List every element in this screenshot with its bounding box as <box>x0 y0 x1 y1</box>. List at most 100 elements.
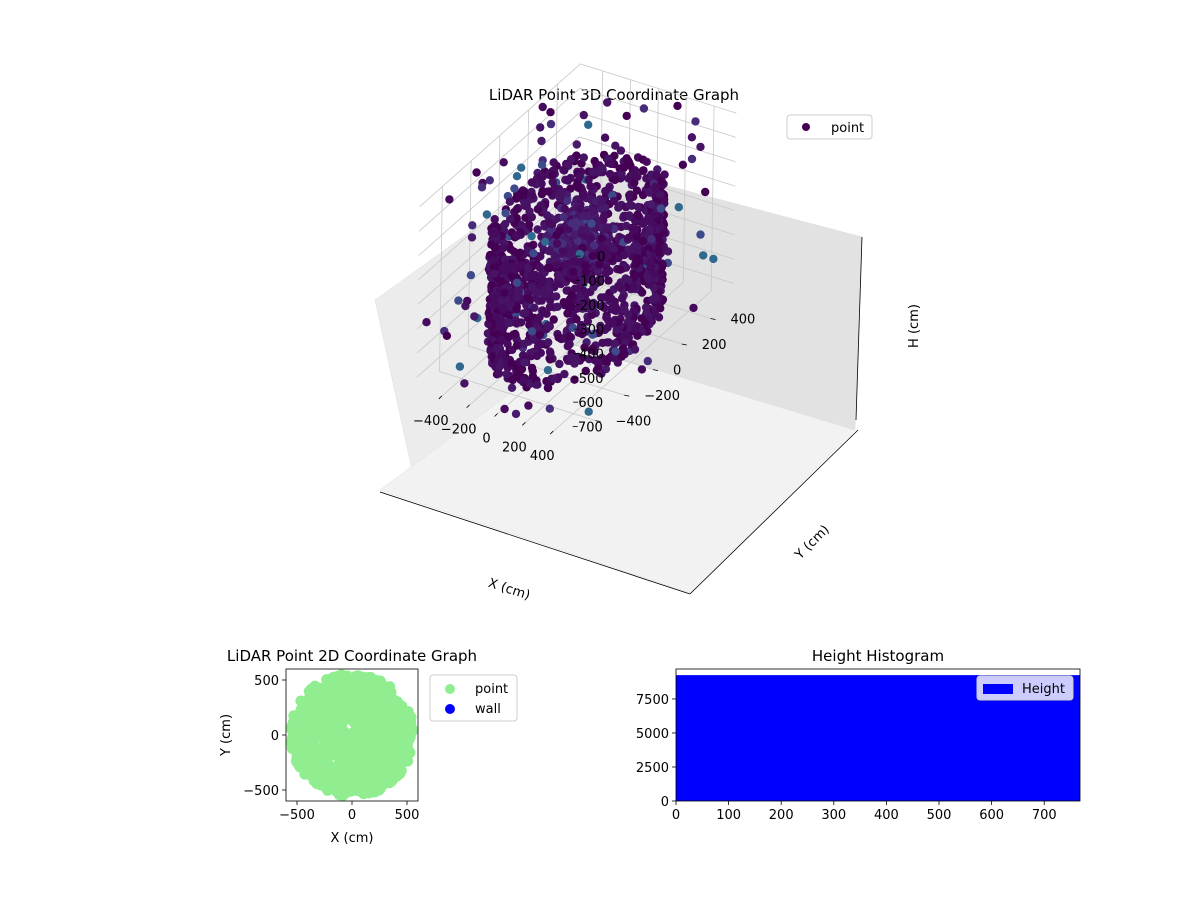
x-axis-label-2d: X (cm) <box>331 831 374 846</box>
legend-histogram: Height <box>976 675 1074 701</box>
data-point-3d <box>482 210 492 219</box>
data-point-3d <box>560 166 569 175</box>
data-point-3d <box>608 319 618 328</box>
data-point-2d <box>287 731 299 743</box>
data-point-2d <box>339 763 351 775</box>
data-point-3d <box>654 247 663 257</box>
data-point-3d <box>549 158 558 167</box>
x-tick-label-histogram: 600 <box>979 808 1004 823</box>
data-point-3d <box>575 172 584 181</box>
data-point-3d <box>611 347 620 356</box>
z-axis-line-3d <box>855 236 863 421</box>
data-point-3d <box>530 270 540 279</box>
data-point-3d <box>594 277 604 287</box>
data-point-3d <box>512 304 521 314</box>
data-point-2d <box>327 712 339 724</box>
data-point-3d <box>632 232 641 241</box>
data-point-3d <box>546 108 555 117</box>
data-point-3d <box>610 175 620 185</box>
y-tick-label-histogram: 7500 <box>636 693 669 708</box>
data-point-3d <box>492 313 501 322</box>
data-point-3d <box>588 344 597 353</box>
x-tick-label-3d: −400 <box>413 414 449 429</box>
data-point-3d <box>606 159 616 169</box>
x-tick-label-3d: 200 <box>502 440 527 455</box>
data-point-3d <box>537 160 547 169</box>
z-tick-label-3d: 700 <box>578 420 603 435</box>
data-point-3d <box>696 230 705 239</box>
data-point-3d <box>576 204 585 214</box>
data-point-3d <box>617 294 627 303</box>
data-point-3d <box>552 231 561 240</box>
data-point-3d <box>553 302 562 311</box>
data-point-3d <box>604 276 613 285</box>
x-tick-label-3d: −200 <box>441 423 477 438</box>
data-point-2d <box>367 773 378 784</box>
data-point-3d <box>644 274 653 284</box>
data-point-3d <box>512 292 522 301</box>
data-point-3d <box>520 358 529 367</box>
data-point-2d <box>300 724 312 736</box>
data-point-3d <box>637 314 646 323</box>
data-point-3d <box>607 294 616 303</box>
data-point-3d <box>572 356 581 365</box>
data-point-2d <box>297 699 309 711</box>
data-point-3d <box>492 262 501 272</box>
data-point-3d <box>623 317 633 327</box>
data-point-3d <box>696 142 705 152</box>
data-point-3d <box>587 219 596 228</box>
grid-line-3d <box>579 87 737 138</box>
data-point-3d <box>521 308 530 318</box>
data-point-3d <box>529 249 538 258</box>
y-tick-3d <box>710 318 716 320</box>
data-point-3d <box>600 303 609 312</box>
data-point-2d <box>300 748 311 760</box>
y-tick-label-2d: 500 <box>254 674 279 689</box>
data-point-3d <box>536 172 545 181</box>
grid-line-3d <box>496 320 654 370</box>
data-point-3d <box>536 123 545 132</box>
data-point-3d <box>505 197 515 206</box>
data-point-3d <box>470 312 479 321</box>
data-point-3d <box>601 355 611 365</box>
data-point-3d <box>616 146 626 155</box>
data-point-3d <box>646 200 656 209</box>
data-point-3d <box>543 366 553 375</box>
data-point-2d <box>374 720 386 732</box>
data-point-3d <box>498 324 508 333</box>
data-point-3d <box>548 171 557 180</box>
data-point-3d <box>602 313 611 322</box>
data-point-3d <box>535 330 545 339</box>
data-point-3d <box>570 230 579 239</box>
data-point-3d <box>630 345 640 354</box>
data-point-3d <box>530 303 539 312</box>
data-point-3d <box>578 191 588 200</box>
data-point-3d <box>494 369 504 378</box>
z-axis-label-3d: H (cm) <box>907 304 922 348</box>
data-point-2d <box>322 731 334 743</box>
x-tick-label-3d: 0 <box>482 432 490 447</box>
grid-line-3d <box>682 97 687 283</box>
data-point-3d <box>656 204 666 213</box>
x-tick-label-histogram: 200 <box>769 808 794 823</box>
legend-label-point-2d: point <box>475 682 508 697</box>
data-point-3d <box>549 315 558 324</box>
data-point-2d <box>297 758 309 770</box>
data-point-3d <box>625 191 634 200</box>
x-tick-3d <box>549 430 554 435</box>
data-point-3d <box>504 332 513 342</box>
data-point-3d <box>567 290 577 300</box>
data-point-3d <box>511 409 521 419</box>
data-point-2d <box>321 757 333 769</box>
data-point-3d <box>580 343 589 352</box>
data-point-3d <box>616 265 625 274</box>
data-point-3d <box>562 196 572 205</box>
data-point-3d <box>709 254 718 264</box>
data-point-3d <box>517 163 526 172</box>
x-tick-label-histogram: 500 <box>927 808 952 823</box>
data-point-3d <box>565 248 574 258</box>
data-point-3d <box>497 335 506 344</box>
data-point-3d <box>546 119 556 129</box>
data-point-3d <box>587 234 596 243</box>
data-point-3d <box>537 296 546 305</box>
